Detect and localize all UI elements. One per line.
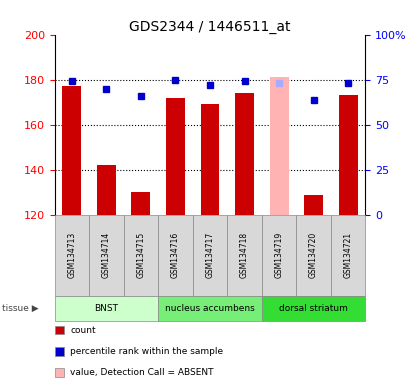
Bar [200,104,220,215]
Bar [131,192,150,215]
Text: GSM134720: GSM134720 [309,232,318,278]
Text: GSM134718: GSM134718 [240,232,249,278]
Text: GSM134717: GSM134717 [205,232,215,278]
Text: percentile rank within the sample: percentile rank within the sample [70,347,223,356]
Text: count: count [70,326,96,335]
Bar [304,195,323,215]
Text: GSM134715: GSM134715 [136,232,145,278]
Text: GSM134714: GSM134714 [102,232,111,278]
Bar [235,93,254,215]
Bar [63,86,81,215]
Bar [166,98,185,215]
Text: GSM134716: GSM134716 [171,232,180,278]
Text: GSM134719: GSM134719 [275,232,284,278]
Bar [339,96,357,215]
Text: nucleus accumbens: nucleus accumbens [165,304,255,313]
Text: value, Detection Call = ABSENT: value, Detection Call = ABSENT [70,368,214,377]
Text: BNST: BNST [94,304,118,313]
Text: dorsal striatum: dorsal striatum [279,304,348,313]
Bar [97,166,116,215]
Title: GDS2344 / 1446511_at: GDS2344 / 1446511_at [129,20,291,33]
Text: GSM134713: GSM134713 [67,232,76,278]
Text: tissue ▶: tissue ▶ [2,304,39,313]
Bar [270,78,289,215]
Text: GSM134721: GSM134721 [344,232,353,278]
